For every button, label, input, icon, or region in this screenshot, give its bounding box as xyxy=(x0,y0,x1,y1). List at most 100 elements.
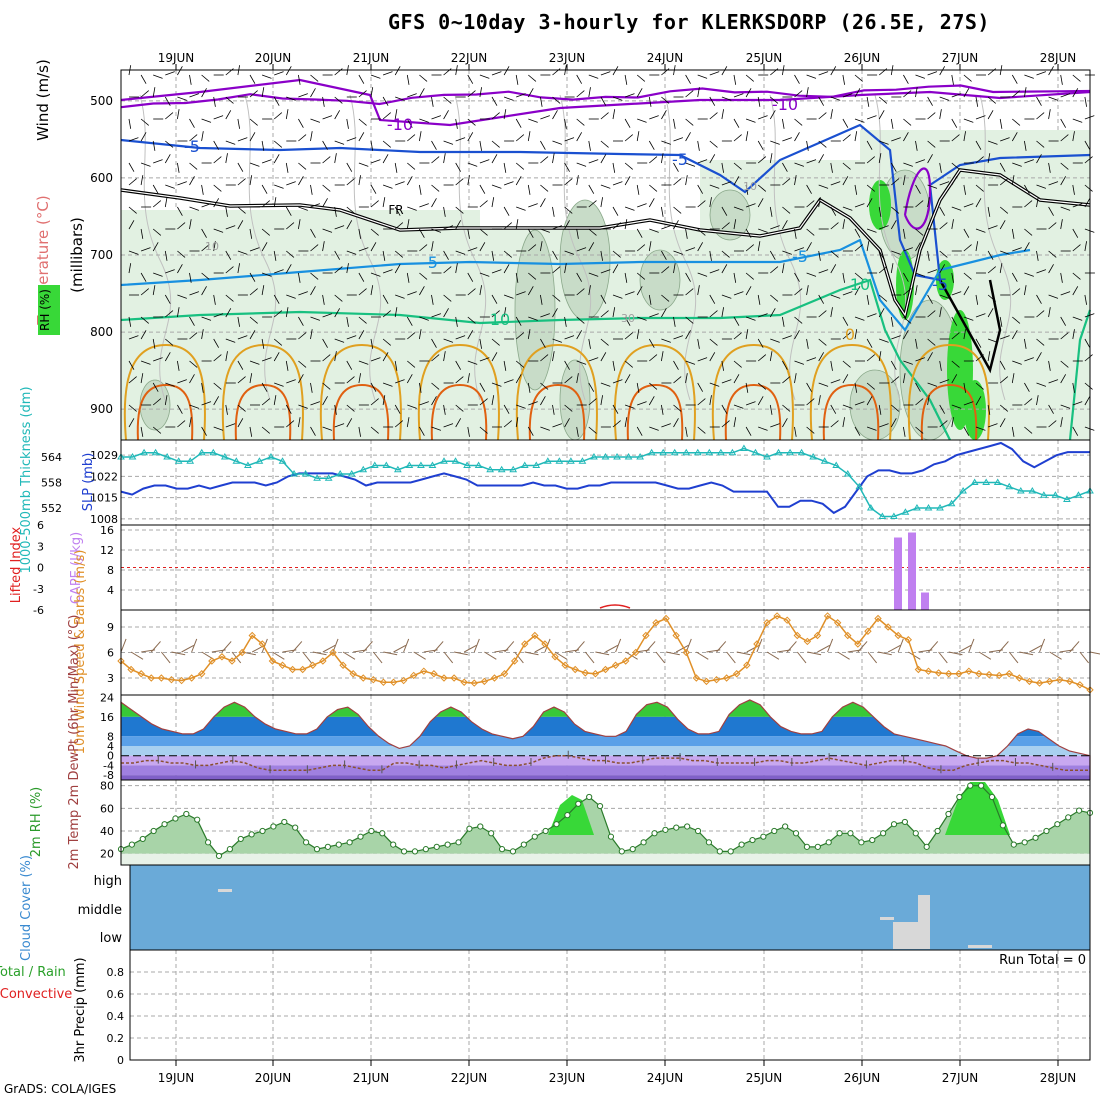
wind-barb xyxy=(600,112,609,120)
wind-barb xyxy=(479,74,490,79)
wind-barb xyxy=(1072,228,1079,238)
wind-barb xyxy=(903,288,912,296)
wind-barb xyxy=(709,269,720,274)
wind-barb xyxy=(128,360,135,370)
rh-marker xyxy=(869,836,876,844)
wind-barb xyxy=(540,396,546,406)
thickness-marker xyxy=(959,487,967,494)
wind-barb xyxy=(346,162,353,172)
wind-barb xyxy=(189,417,192,428)
wind-barb xyxy=(794,316,803,324)
wind-barb xyxy=(866,115,877,120)
wind-barb xyxy=(1036,112,1045,120)
wind-barb xyxy=(515,316,522,326)
wind-barb xyxy=(394,420,404,428)
wind-barb xyxy=(709,250,712,261)
wind-barb xyxy=(697,398,706,406)
wind-barb xyxy=(999,162,1006,172)
surface-wind-barb xyxy=(171,651,186,656)
rh-marker xyxy=(1021,839,1028,846)
wind-speed-marker xyxy=(692,674,701,682)
wind-barb xyxy=(939,222,948,230)
wind-barb xyxy=(685,426,688,437)
thickness-marker xyxy=(970,478,979,485)
surface-wind-barb xyxy=(837,651,850,660)
surface-wind-barb xyxy=(1069,641,1080,653)
wind-barb xyxy=(866,241,870,252)
wind-barb xyxy=(830,162,833,173)
temp-contour-neg5-upper xyxy=(120,123,1091,282)
wind-barb xyxy=(963,74,972,82)
thickness-marker xyxy=(244,461,252,468)
wind-barb xyxy=(249,162,260,167)
wind-barb xyxy=(310,118,321,123)
wind-barb xyxy=(782,263,785,274)
wind-barb xyxy=(346,206,355,214)
wind-barb xyxy=(600,154,607,164)
wind-barb xyxy=(794,74,800,84)
wind-barb xyxy=(527,88,534,98)
wind-speed-marker xyxy=(198,670,206,678)
wind-barb xyxy=(745,426,752,436)
rh-marker xyxy=(673,824,680,831)
wind-barb xyxy=(564,335,575,340)
wind-barb xyxy=(673,220,679,230)
wind-barb xyxy=(395,379,405,384)
rh-marker xyxy=(1010,841,1017,848)
wind-barb xyxy=(1084,241,1087,252)
wind-barb xyxy=(830,307,833,318)
wind-barb xyxy=(588,272,599,277)
wind-barb xyxy=(1060,404,1071,409)
wind-barb xyxy=(1072,244,1081,252)
wind-barb xyxy=(842,134,851,142)
wind-barb xyxy=(1060,272,1063,283)
wind-barb xyxy=(697,87,700,98)
wind-barb xyxy=(1012,90,1021,98)
wind-barb xyxy=(261,338,265,349)
wind-speed-marker xyxy=(298,665,307,674)
wind-barb xyxy=(1072,316,1083,321)
temp-contour-hot-lobe xyxy=(136,383,194,441)
wind-barb xyxy=(757,396,764,406)
wind-barb xyxy=(431,313,442,318)
wind-barb xyxy=(757,241,761,252)
wind-barb xyxy=(818,184,829,189)
wind-barb xyxy=(806,382,812,392)
wind-barb xyxy=(1060,360,1069,368)
wind-barb xyxy=(419,401,429,406)
wind-barb xyxy=(443,96,452,104)
thickness-marker xyxy=(763,453,771,460)
temp-contour-warm-lobe xyxy=(613,343,697,441)
wind-barb xyxy=(806,426,815,434)
surface-wind-barb xyxy=(655,651,666,664)
wind-barb xyxy=(782,118,785,129)
wind-barb xyxy=(515,219,519,230)
wind-barb xyxy=(249,74,256,84)
wind-barb xyxy=(213,228,224,233)
wind-barb xyxy=(1036,269,1047,274)
wind-barb xyxy=(588,184,595,194)
wind-barb xyxy=(128,418,135,428)
wind-barb xyxy=(552,96,561,104)
wind-barb xyxy=(1072,286,1079,296)
rh-mid-region xyxy=(559,359,591,441)
rh-marker xyxy=(684,823,691,830)
wind-barb xyxy=(794,175,797,186)
wind-barb xyxy=(818,250,821,261)
wind-barb xyxy=(273,250,277,261)
wind-barb xyxy=(152,338,156,349)
wind-barb xyxy=(370,200,379,208)
wind-barb xyxy=(1048,379,1059,384)
wind-barb xyxy=(455,206,464,214)
cloud-level-label: high xyxy=(94,874,122,889)
wind-barb xyxy=(866,228,877,233)
wind-barb xyxy=(467,132,474,142)
wind-barb xyxy=(854,426,861,436)
wind-barb xyxy=(298,272,301,283)
wind-barb xyxy=(370,357,381,362)
surface-wind-barb xyxy=(443,651,454,664)
cape-bar xyxy=(908,532,916,610)
wind-barb xyxy=(213,156,222,164)
freezing-level-line-inner xyxy=(120,169,1091,317)
wind-barb xyxy=(516,404,526,409)
